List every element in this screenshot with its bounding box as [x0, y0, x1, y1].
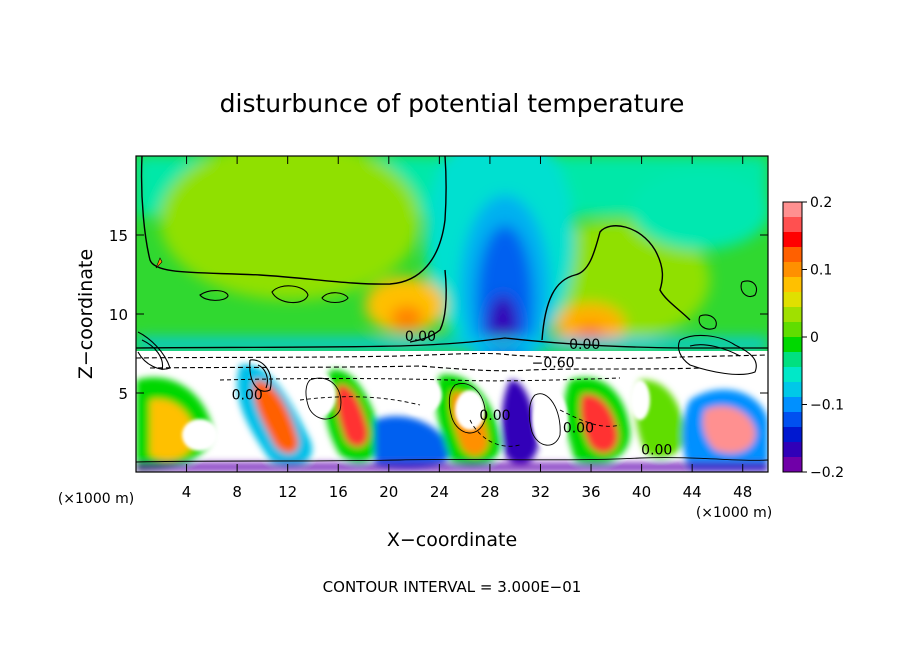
white-cell-5 — [532, 390, 568, 450]
y-tick-label: 15 — [109, 227, 128, 245]
x-tick-label: 40 — [632, 483, 651, 501]
contour-interval-note: CONTOUR INTERVAL = 3.000E−01 — [323, 578, 582, 596]
contour-cluster-right — [677, 280, 758, 375]
cyan-right — [630, 170, 768, 250]
x-tick-label: 4 — [182, 483, 192, 501]
contour-zero-upper — [140, 156, 447, 285]
x-tick-label: 24 — [430, 483, 449, 501]
y-tick-label: 10 — [109, 306, 128, 324]
surface-band — [136, 462, 768, 472]
contour-blob-3 — [321, 292, 349, 304]
colorbar-swatch — [783, 262, 802, 278]
contour-cell-2 — [448, 383, 486, 434]
contour-label: 0.00 — [563, 421, 594, 437]
y-axis-title: Z−coordinate — [75, 249, 97, 379]
x-axis-title: X−coordinate — [387, 529, 517, 551]
warm-core-a — [391, 306, 423, 330]
plume-a-warm — [253, 380, 299, 454]
contour-inversion-solid — [136, 337, 768, 349]
contour-labels: 0.00 0.00 −0.60 0.00 0.00 0.00 0.00 — [232, 329, 673, 459]
heatmap-field: 0.00 0.00 −0.60 0.00 0.00 0.00 0.00 — [136, 156, 768, 472]
warm-region-left — [160, 156, 420, 300]
contour-cell-3 — [528, 393, 561, 446]
contour-label: −0.60 — [532, 356, 575, 372]
colorbar-swatch — [783, 217, 802, 233]
white-cell-2 — [304, 373, 336, 417]
warm-blob-a — [365, 277, 445, 333]
contour-dashed-1 — [136, 352, 768, 360]
plume-f-warm — [580, 394, 618, 454]
chart-title: disturbunce of potential temperature — [220, 89, 685, 118]
x-tick-label: 20 — [379, 483, 398, 501]
colorbar-tick-label: −0.2 — [810, 465, 844, 481]
contour-label: 0.00 — [569, 337, 600, 353]
x-tick-label: 48 — [733, 483, 752, 501]
colorbar-swatch — [783, 427, 802, 443]
contour-label: 0.00 — [641, 443, 672, 459]
x-unit-left: (×1000 m) — [58, 491, 134, 507]
small-warm-spot — [155, 257, 163, 269]
colorbar-tick-label: 0.1 — [810, 263, 832, 279]
x-tick-label: 16 — [329, 483, 348, 501]
colorbar-tick-label: −0.1 — [810, 398, 844, 414]
colorbar-swatch — [783, 352, 802, 368]
colorbar-swatch — [783, 337, 802, 353]
white-cell-4 — [455, 390, 485, 430]
colorbar-swatch — [783, 442, 802, 458]
x-tick-label: 12 — [278, 483, 297, 501]
colorbar-tick-label: 0 — [810, 330, 819, 346]
colorbar-swatch — [783, 412, 802, 428]
x-tick-label: 44 — [683, 483, 702, 501]
plume-e — [501, 379, 539, 464]
contour-lines — [136, 156, 768, 463]
x-unit-right: (×1000 m) — [696, 505, 772, 521]
contour-surface — [136, 457, 768, 463]
contour-label: 0.00 — [405, 329, 436, 345]
colorbar-swatch — [783, 367, 802, 383]
y-tick-label: 5 — [118, 385, 128, 403]
colorbar-swatch — [783, 247, 802, 263]
contour-blob-2 — [271, 285, 309, 304]
contour-label: 0.00 — [232, 387, 263, 403]
colorbar-swatch — [783, 457, 802, 473]
colorbar-swatch — [783, 232, 802, 248]
contour-zero-mid — [409, 269, 447, 343]
plume-h-warm — [703, 406, 756, 454]
contour-dashed-4 — [299, 396, 621, 447]
colorbar-tick-label: 0.2 — [810, 195, 832, 211]
colorbar-swatch — [783, 277, 802, 293]
colorbar-swatch — [783, 382, 802, 398]
x-tick-label: 32 — [531, 483, 550, 501]
contour-blob-1 — [199, 290, 229, 301]
colorbar: 0.2 0.1 0 −0.1 −0.2 — [782, 195, 844, 481]
colorbar-swatch — [783, 322, 802, 338]
plume-left-warm — [150, 399, 195, 460]
white-cell-6 — [630, 380, 650, 420]
contour-zero-right — [541, 225, 691, 341]
plume-b-warm — [336, 384, 369, 447]
contour-cluster-left — [137, 331, 272, 392]
white-cell-3 — [398, 375, 442, 415]
white-cell-1 — [182, 419, 218, 451]
x-tick-label: 8 — [232, 483, 242, 501]
colorbar-swatch — [783, 202, 802, 218]
colorbar-swatch — [783, 397, 802, 413]
colorbar-swatch — [783, 292, 802, 308]
plume-c — [375, 416, 451, 469]
x-tick-label: 36 — [581, 483, 600, 501]
colorbar-swatch — [783, 307, 802, 323]
contour-label: 0.00 — [479, 408, 510, 424]
contour-cell-1 — [305, 377, 342, 420]
x-tick-label: 28 — [480, 483, 499, 501]
